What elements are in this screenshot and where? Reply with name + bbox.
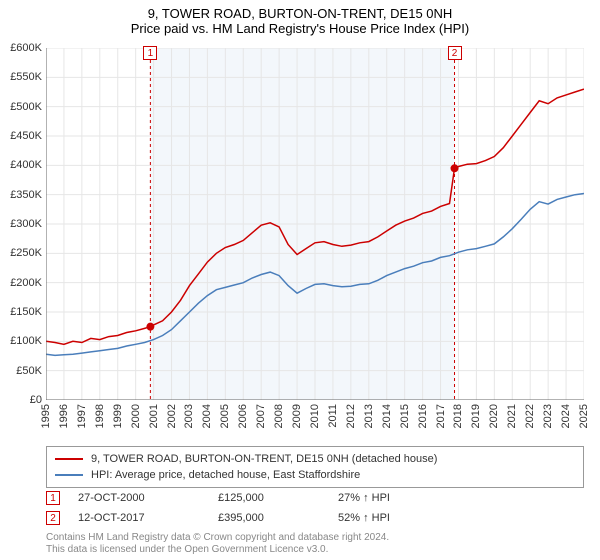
chart-marker-badge: 1: [143, 46, 157, 60]
y-tick-label: £450K: [10, 130, 42, 142]
x-tick-label: 1997: [76, 404, 88, 428]
footnote-line1: Contains HM Land Registry data © Crown c…: [46, 532, 584, 544]
x-tick-label: 2023: [542, 404, 554, 428]
title-line1: 9, TOWER ROAD, BURTON-ON-TRENT, DE15 0NH: [0, 6, 600, 21]
y-tick-label: £350K: [10, 189, 42, 201]
legend-row-hpi: HPI: Average price, detached house, East…: [55, 467, 575, 483]
marker-price: £125,000: [218, 492, 338, 504]
legend-label-property: 9, TOWER ROAD, BURTON-ON-TRENT, DE15 0NH…: [91, 453, 437, 465]
y-tick-label: £600K: [10, 42, 42, 54]
y-tick-label: £250K: [10, 247, 42, 259]
x-tick-label: 2024: [560, 404, 572, 428]
x-tick-label: 2022: [524, 404, 536, 428]
x-tick-label: 2001: [148, 404, 160, 428]
legend-label-hpi: HPI: Average price, detached house, East…: [91, 469, 360, 481]
y-tick-label: £200K: [10, 277, 42, 289]
x-tick-label: 2011: [327, 404, 339, 428]
x-tick-label: 2014: [381, 404, 393, 428]
chart-svg: [46, 48, 584, 400]
chart-area: 12: [46, 48, 584, 400]
marker-row: 2 12-OCT-2017£395,00052% ↑ HPI: [46, 508, 584, 528]
x-tick-label: 1998: [94, 404, 106, 428]
legend: 9, TOWER ROAD, BURTON-ON-TRENT, DE15 0NH…: [46, 446, 584, 488]
x-tick-label: 2006: [237, 404, 249, 428]
x-tick-label: 2025: [578, 404, 590, 428]
title-block: 9, TOWER ROAD, BURTON-ON-TRENT, DE15 0NH…: [0, 0, 600, 36]
legend-swatch-hpi: [55, 474, 83, 476]
y-axis: £0£50K£100K£150K£200K£250K£300K£350K£400…: [0, 48, 44, 400]
x-tick-label: 2010: [309, 404, 321, 428]
x-tick-label: 1996: [58, 404, 70, 428]
footnote-line2: This data is licensed under the Open Gov…: [46, 544, 584, 556]
x-tick-label: 2003: [183, 404, 195, 428]
x-tick-label: 2012: [345, 404, 357, 428]
x-tick-label: 2017: [435, 404, 447, 428]
x-tick-label: 2000: [130, 404, 142, 428]
x-tick-label: 2009: [291, 404, 303, 428]
marker-date: 12-OCT-2017: [78, 512, 218, 524]
marker-row: 1 27-OCT-2000£125,00027% ↑ HPI: [46, 488, 584, 508]
y-tick-label: £550K: [10, 71, 42, 83]
marker-pct: 52% ↑ HPI: [338, 512, 458, 524]
x-tick-label: 2016: [417, 404, 429, 428]
y-tick-label: £100K: [10, 335, 42, 347]
title-line2: Price paid vs. HM Land Registry's House …: [0, 21, 600, 36]
legend-row-property: 9, TOWER ROAD, BURTON-ON-TRENT, DE15 0NH…: [55, 451, 575, 467]
y-tick-label: £300K: [10, 218, 42, 230]
y-tick-label: £50K: [16, 365, 42, 377]
marker-badge: 2: [46, 511, 60, 525]
x-tick-label: 2018: [452, 404, 464, 428]
y-tick-label: £150K: [10, 306, 42, 318]
x-tick-label: 2005: [219, 404, 231, 428]
x-tick-label: 1995: [40, 404, 52, 428]
x-tick-label: 2019: [470, 404, 482, 428]
marker-price: £395,000: [218, 512, 338, 524]
x-tick-label: 2021: [506, 404, 518, 428]
footnote: Contains HM Land Registry data © Crown c…: [46, 532, 584, 556]
marker-badge: 1: [46, 491, 60, 505]
chart-marker-badge: 2: [448, 46, 462, 60]
marker-date: 27-OCT-2000: [78, 492, 218, 504]
x-tick-label: 2004: [201, 404, 213, 428]
y-tick-label: £400K: [10, 159, 42, 171]
x-tick-label: 2013: [363, 404, 375, 428]
marker-pct: 27% ↑ HPI: [338, 492, 458, 504]
y-tick-label: £500K: [10, 101, 42, 113]
x-tick-label: 2015: [399, 404, 411, 428]
x-tick-label: 2007: [255, 404, 267, 428]
x-axis: 1995199619971998199920002001200220032004…: [46, 400, 584, 440]
x-tick-label: 2020: [488, 404, 500, 428]
x-tick-label: 2008: [273, 404, 285, 428]
x-tick-label: 1999: [112, 404, 124, 428]
chart-container: 9, TOWER ROAD, BURTON-ON-TRENT, DE15 0NH…: [0, 0, 600, 560]
x-tick-label: 2002: [166, 404, 178, 428]
legend-swatch-property: [55, 458, 83, 460]
marker-table: 1 27-OCT-2000£125,00027% ↑ HPI 2 12-OCT-201…: [46, 488, 584, 528]
